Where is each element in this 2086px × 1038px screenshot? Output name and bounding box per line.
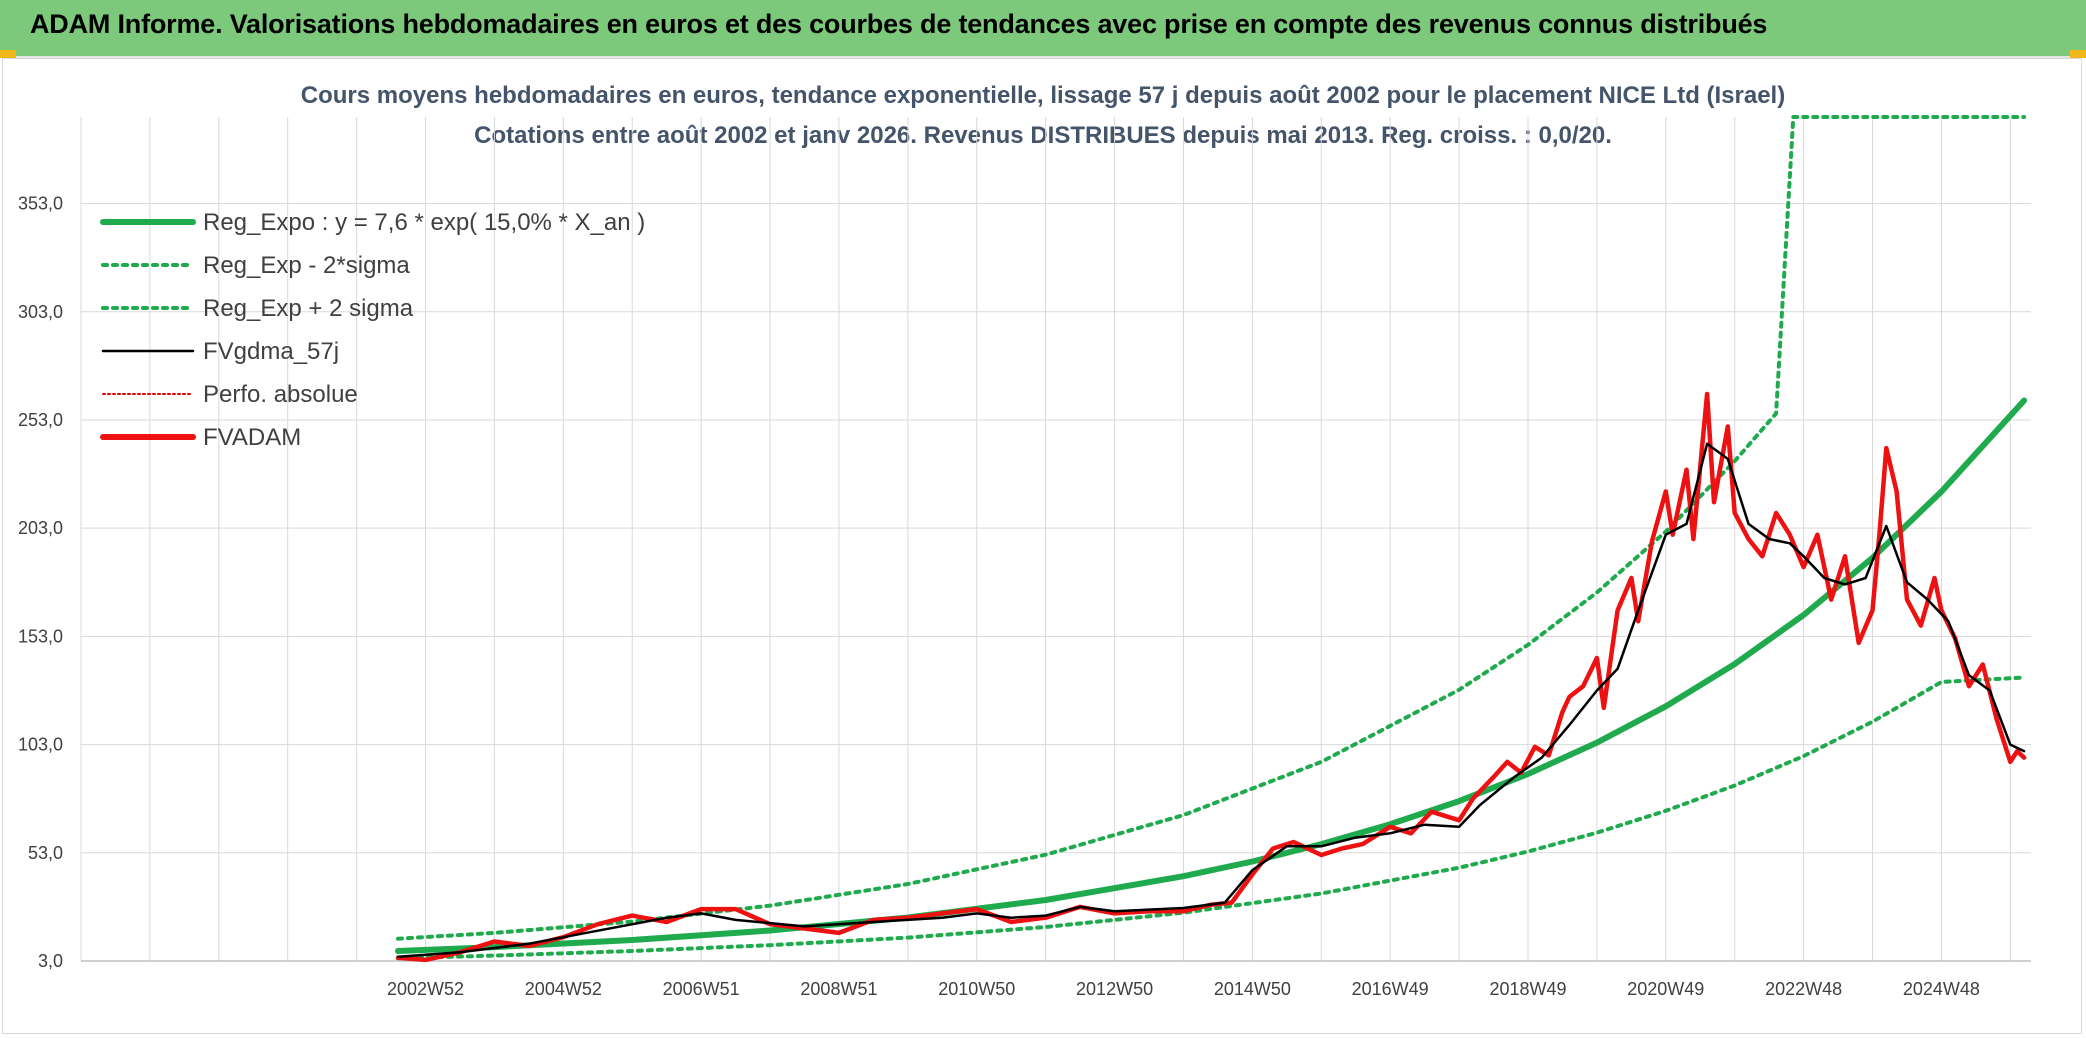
x-tick-label: 2022W48 bbox=[1765, 979, 1842, 999]
report-banner: ADAM Informe. Valorisations hebdomadaire… bbox=[0, 0, 2086, 58]
y-tick-label: 103,0 bbox=[18, 735, 63, 755]
report-title: ADAM Informe. Valorisations hebdomadaire… bbox=[30, 9, 1768, 39]
y-tick-label: 153,0 bbox=[18, 626, 63, 646]
y-tick-label: 303,0 bbox=[18, 302, 63, 322]
x-tick-label: 2006W51 bbox=[663, 979, 740, 999]
x-axis-ticks: 2002W52 2004W52 2006W51 2008W51 2010W50 2012W… bbox=[387, 979, 1980, 999]
legend-label: FVADAM bbox=[203, 424, 301, 451]
y-tick-label: 253,0 bbox=[18, 410, 63, 430]
y-axis-ticks: 3,0 53,0 103,0 153,0 203,0 253,0 303,0 353,0 bbox=[18, 194, 63, 971]
x-tick-label: 2010W50 bbox=[938, 979, 1015, 999]
legend-label: Perfo. absolue bbox=[203, 381, 358, 408]
legend: Reg_Expo : y = 7,6 * exp( 15,0% * X_an )… bbox=[100, 209, 645, 451]
x-tick-label: 2012W50 bbox=[1076, 979, 1153, 999]
series-line-5 bbox=[395, 391, 2027, 963]
x-tick-label: 2016W49 bbox=[1352, 979, 1429, 999]
y-tick-label: 353,0 bbox=[18, 194, 63, 214]
legend-label: Reg_Exp + 2 sigma bbox=[203, 295, 414, 322]
y-tick-label: 53,0 bbox=[28, 843, 63, 863]
series-line-1 bbox=[395, 397, 2028, 954]
x-tick-label: 2020W49 bbox=[1627, 979, 1704, 999]
legend-label: Reg_Expo : y = 7,6 * exp( 15,0% * X_an ) bbox=[203, 209, 645, 236]
legend-label: FVgdma_57j bbox=[203, 338, 339, 365]
series-line-4 bbox=[396, 442, 2026, 958]
banner-corner-left bbox=[0, 50, 16, 58]
series-line-2 bbox=[396, 675, 2027, 961]
y-tick-label: 3,0 bbox=[38, 951, 63, 971]
chart-title: Cours moyens hebdomadaires en euros, ten… bbox=[301, 82, 1785, 109]
y-tick-label: 203,0 bbox=[18, 518, 63, 538]
banner-corner-right bbox=[2070, 50, 2086, 58]
x-tick-label: 2008W51 bbox=[800, 979, 877, 999]
gridlines bbox=[80, 117, 2031, 962]
line-chart: Cours moyens hebdomadaires en euros, ten… bbox=[18, 82, 2031, 999]
legend-label: Reg_Exp - 2*sigma bbox=[203, 252, 410, 279]
x-tick-label: 2018W49 bbox=[1489, 979, 1566, 999]
chart-frame: Cours moyens hebdomadaires en euros, ten… bbox=[2, 58, 2082, 1034]
x-tick-label: 2002W52 bbox=[387, 979, 464, 999]
x-tick-label: 2014W50 bbox=[1214, 979, 1291, 999]
x-tick-label: 2004W52 bbox=[525, 979, 602, 999]
series-lines bbox=[395, 115, 2028, 963]
chart-subtitle: Cotations entre août 2002 et janv 2026. … bbox=[474, 122, 1612, 149]
x-tick-label: 2024W48 bbox=[1903, 979, 1980, 999]
